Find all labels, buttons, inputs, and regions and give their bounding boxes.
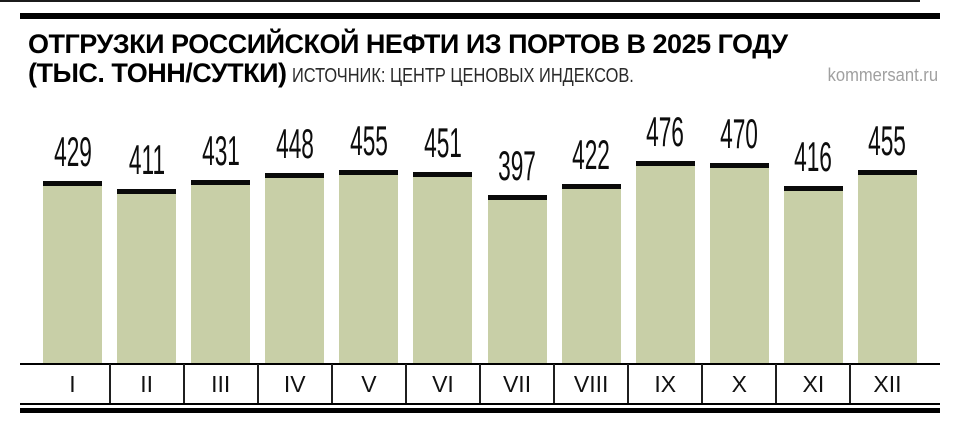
axis-cell-separator xyxy=(627,364,630,404)
bar-group: 431 xyxy=(191,120,251,364)
axis-band: I II III IV V VI VII VIII IX X XI XII xyxy=(0,364,960,404)
axis-cell-separator xyxy=(478,364,481,404)
bar-rect xyxy=(709,163,769,364)
bottom-rule xyxy=(20,408,940,413)
source-label: ИСТОЧНИК: ЦЕНТР ЦЕНОВЫХ ИНДЕКСОВ. xyxy=(292,65,634,87)
axis-month-label: X xyxy=(731,371,747,397)
axis-month-label: I xyxy=(69,371,76,397)
bar-value-label: 476 xyxy=(646,108,685,155)
bar-value-label: 422 xyxy=(572,131,611,178)
axis-cell-separator xyxy=(256,364,259,404)
axis-month-label: IV xyxy=(283,371,306,397)
axis-cell-separator xyxy=(330,364,333,404)
bar-rect xyxy=(635,161,695,364)
bar-group: 470 xyxy=(709,103,769,364)
bar-group: 422 xyxy=(561,124,621,364)
bar-rect xyxy=(191,180,251,364)
axis-cell-separator xyxy=(701,364,704,404)
axis-month-label: III xyxy=(211,371,231,397)
bar-rect xyxy=(339,170,399,364)
bar-value-label: 416 xyxy=(794,133,833,180)
bar-value-label: 431 xyxy=(201,127,240,174)
top-rule xyxy=(20,13,940,19)
bar-value-label: 470 xyxy=(720,110,759,157)
bar-rect xyxy=(487,195,547,364)
axis-cell-separator xyxy=(553,364,556,404)
bar-group: 429 xyxy=(43,121,102,364)
axis-month-label: VI xyxy=(432,371,454,397)
bar-value-label: 451 xyxy=(424,119,462,166)
axis-cell-separator xyxy=(775,364,778,404)
axis-month-label: IX xyxy=(654,371,677,397)
bar-group: 476 xyxy=(635,101,695,364)
axis-month-label: V xyxy=(361,371,377,397)
axis-cell-separator xyxy=(404,364,407,404)
axis-cell-separator xyxy=(182,364,185,404)
bar-rect xyxy=(561,184,621,364)
bar-value-label: 397 xyxy=(498,142,536,189)
axis-month-label: XI xyxy=(802,371,825,397)
axis-month-label: XII xyxy=(873,371,902,397)
bar-group: 448 xyxy=(265,113,325,364)
bar-value-label: 455 xyxy=(868,117,907,164)
bar-rect xyxy=(265,173,325,364)
bars-layer: 429 411 431 448 455 451 397 422 476 470 416 455 xyxy=(43,101,917,364)
axis-month-label: VII xyxy=(502,371,532,397)
axis-cell-separator xyxy=(108,364,111,404)
axis-month-label: II xyxy=(140,371,153,397)
chart-title: ОТГРУЗКИ РОССИЙСКОЙ НЕФТИ ИЗ ПОРТОВ В 20… xyxy=(28,29,788,59)
bar-group: 411 xyxy=(117,129,177,364)
bar-value-label: 448 xyxy=(275,120,314,167)
bar-group: 397 xyxy=(487,135,547,364)
bar-group: 455 xyxy=(857,110,917,364)
bar-group: 455 xyxy=(339,110,399,364)
axis-bottom-line xyxy=(20,403,940,405)
bar-value-label: 455 xyxy=(349,117,388,164)
bar-rect xyxy=(783,186,843,364)
header-divider xyxy=(0,0,920,2)
bar-rect xyxy=(857,170,917,364)
bar-rect xyxy=(43,181,102,364)
bar-group: 416 xyxy=(783,126,843,364)
chart-subtitle-unit: (ТЫС. ТОНН/СУТКИ) xyxy=(28,58,287,88)
bar-value-label: 411 xyxy=(128,136,165,183)
axis-cell-separator xyxy=(849,364,852,404)
bar-rect xyxy=(117,189,177,364)
bar-value-label: 429 xyxy=(53,128,92,175)
site-credit: kommersant.ru xyxy=(827,65,938,85)
axis-month-label: VIII xyxy=(573,371,609,397)
bar-rect xyxy=(413,172,473,364)
bar-group: 451 xyxy=(413,112,473,364)
